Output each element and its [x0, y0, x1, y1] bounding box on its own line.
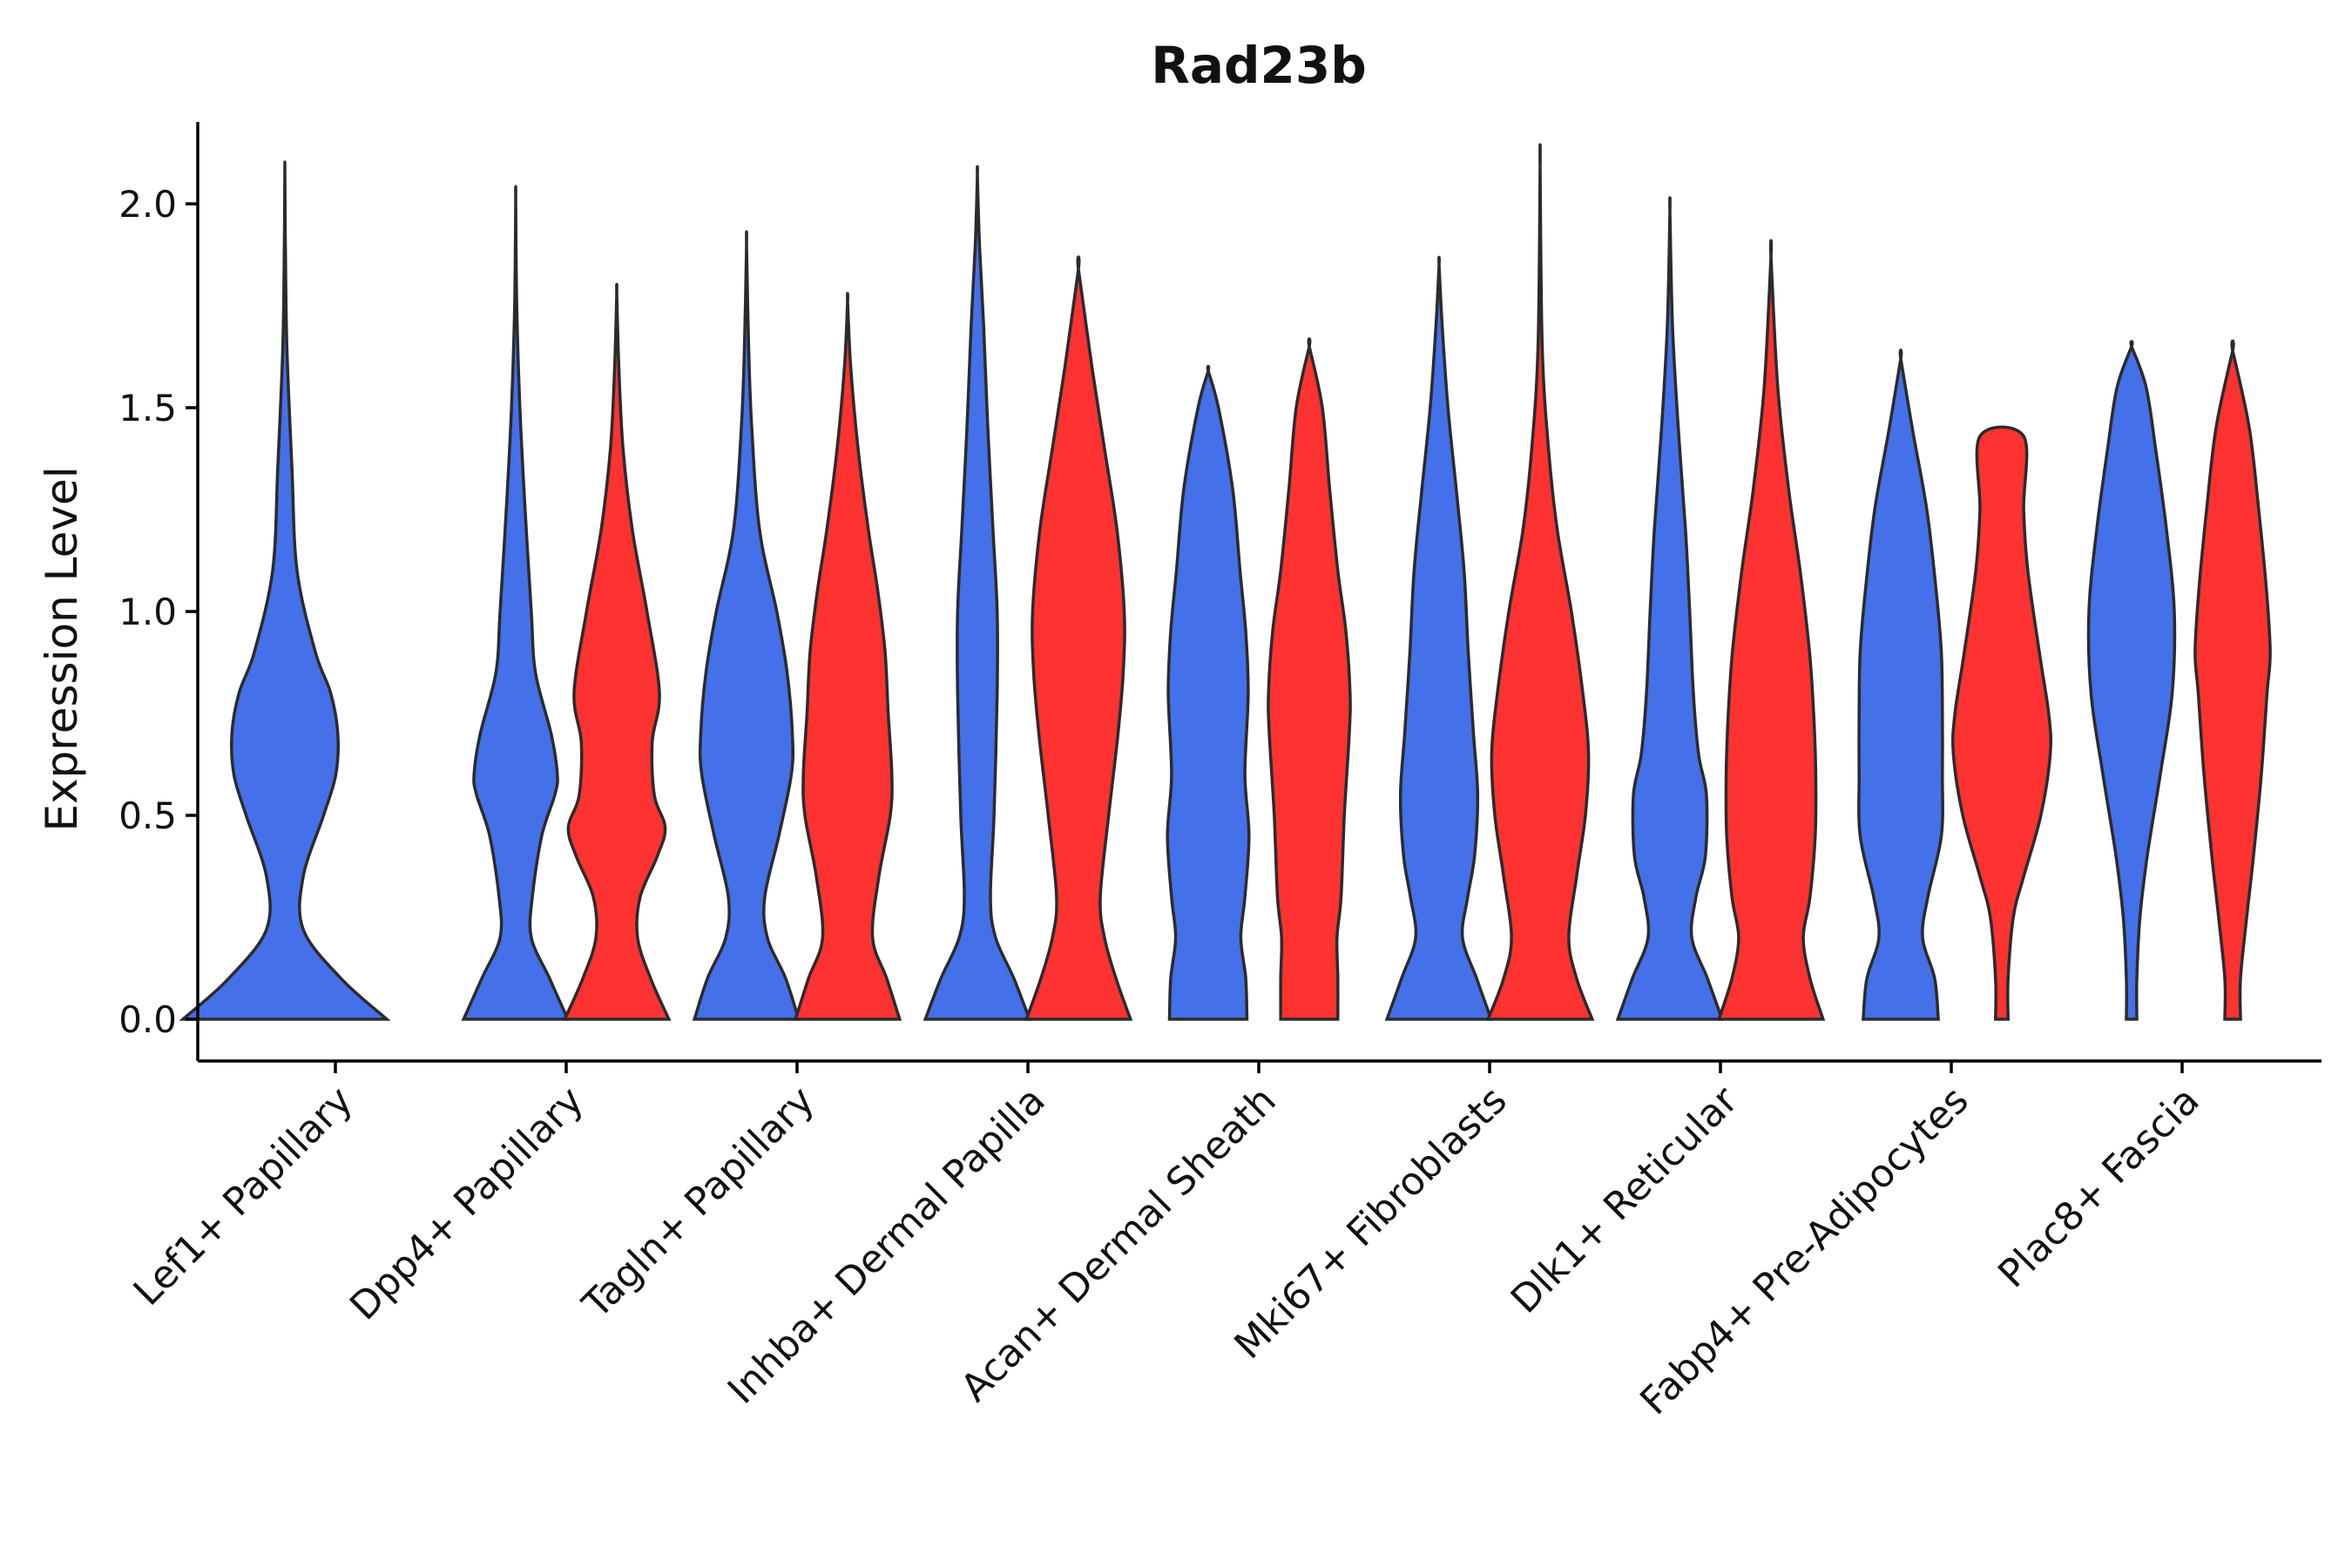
- violin-blue-1: [461, 185, 571, 1021]
- x-tick-label: Lef1+ Papillary: [125, 1078, 362, 1315]
- violin-red-4: [1267, 337, 1352, 1021]
- y-tick-label: 0.5: [118, 794, 177, 837]
- violin-red-5: [1485, 143, 1595, 1021]
- violin-layer: [179, 143, 2272, 1021]
- y-tick-label: 2.0: [118, 183, 177, 226]
- violin-red-8: [2193, 339, 2272, 1021]
- y-tick-label: 1.0: [118, 591, 177, 633]
- violin-blue-0: [179, 160, 391, 1021]
- violin-blue-3: [923, 165, 1032, 1021]
- x-tick-label: Dpp4+ Papillary: [341, 1078, 592, 1329]
- violin-red-1: [562, 282, 672, 1021]
- y-tick-label: 1.5: [118, 387, 177, 429]
- violin-blue-8: [2086, 340, 2177, 1021]
- violin-red-2: [793, 292, 902, 1021]
- x-tick-label: Tagln+ Papillary: [574, 1078, 823, 1328]
- violin-blue-2: [692, 230, 801, 1021]
- violin-red-7: [1951, 425, 2052, 1021]
- violin-blue-7: [1857, 348, 1944, 1021]
- violin-red-3: [1024, 255, 1133, 1021]
- violin-blue-6: [1615, 196, 1725, 1021]
- y-axis-label: Expression Level: [37, 466, 87, 831]
- y-axis: 0.0 0.5 1.0 1.5 2.0: [118, 122, 199, 1061]
- x-tick-label: Plac8+ Fascia: [1990, 1078, 2208, 1297]
- y-tick-label: 0.0: [118, 998, 177, 1041]
- violin-blue-4: [1166, 364, 1251, 1021]
- violin-red-6: [1716, 239, 1826, 1021]
- violin-blue-5: [1384, 255, 1494, 1021]
- x-tick-label: Dlk1+ Reticular: [1503, 1078, 1747, 1322]
- chart-title: Rad23b: [1151, 36, 1367, 95]
